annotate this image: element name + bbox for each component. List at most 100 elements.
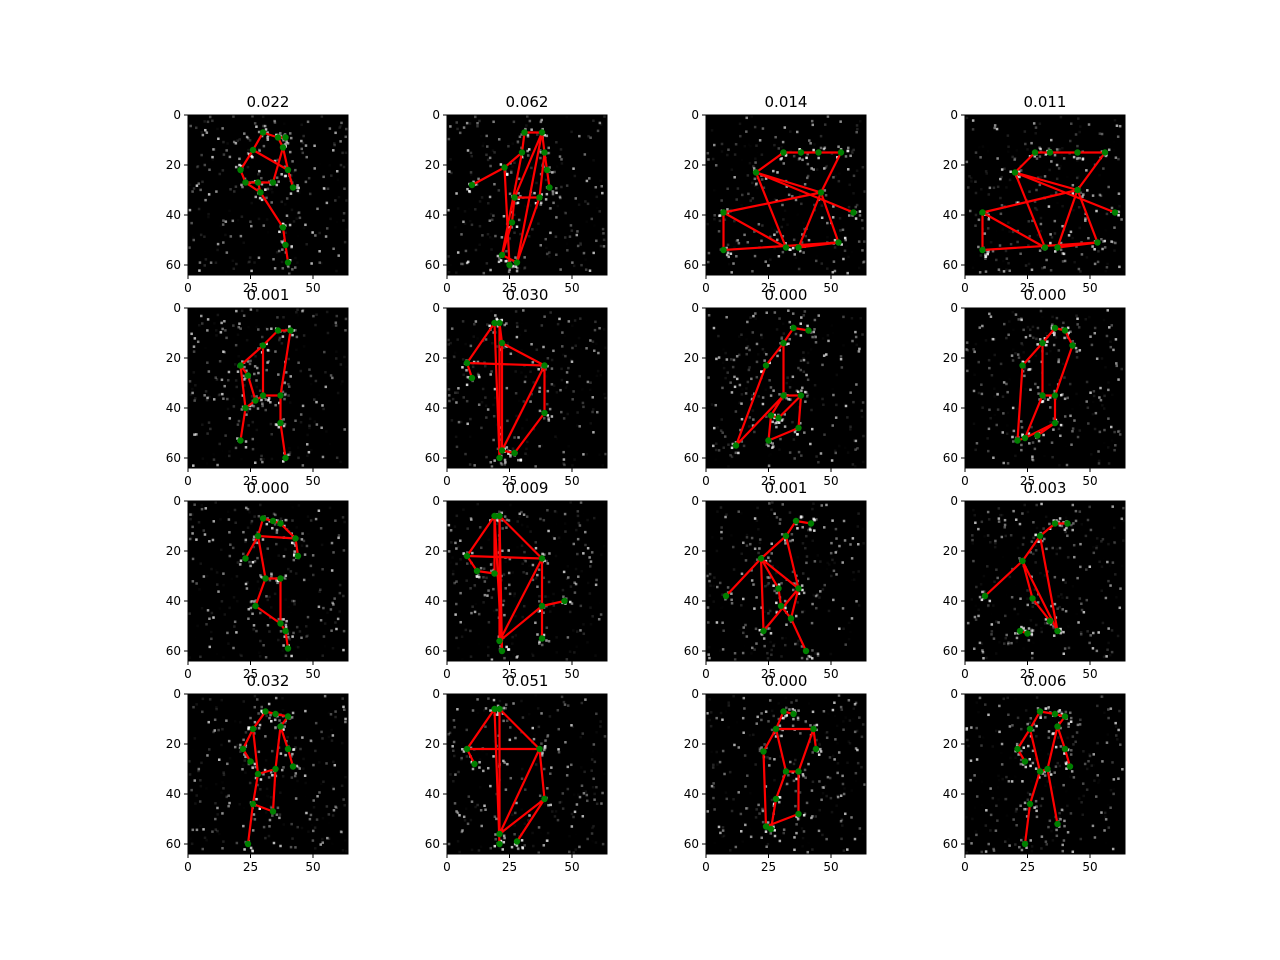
keypoint xyxy=(259,515,267,522)
skeleton-edge xyxy=(470,166,506,187)
y-tick-label: 0 xyxy=(173,108,181,122)
y-tick-label: 60 xyxy=(684,258,699,272)
skeleton-edge xyxy=(1028,727,1042,773)
skeleton-edge xyxy=(241,727,255,751)
x-tick-label: 0 xyxy=(702,667,710,681)
keypoint xyxy=(269,517,277,525)
keypoint xyxy=(1069,342,1076,349)
keypoint xyxy=(1054,627,1061,635)
skeleton-edge xyxy=(1013,171,1079,192)
y-tick-label: 20 xyxy=(684,737,699,751)
keypoint xyxy=(797,149,805,156)
keypoint xyxy=(513,259,521,266)
y-tick-label: 0 xyxy=(432,687,440,701)
keypoint xyxy=(511,194,518,201)
x-tick-label: 25 xyxy=(243,860,258,874)
axes-frame xyxy=(187,114,349,276)
x-tick-label: 50 xyxy=(823,860,838,874)
keypoint xyxy=(282,134,289,141)
keypoint xyxy=(782,244,790,251)
skeleton-edge xyxy=(762,750,768,828)
keypoint xyxy=(496,705,503,713)
x-tick-label: 50 xyxy=(305,281,320,295)
skeleton-edge xyxy=(1031,597,1052,623)
skeleton-edge xyxy=(789,587,800,620)
keypoint xyxy=(541,149,548,156)
skeleton-edge xyxy=(465,554,544,560)
keypoint xyxy=(1026,725,1034,733)
y-tick-label: 0 xyxy=(173,687,181,701)
x-tick-label: 50 xyxy=(823,667,838,681)
keypoint xyxy=(1061,713,1069,720)
keypoint xyxy=(496,512,503,520)
y-tick-label: 0 xyxy=(691,494,699,508)
subplot-1: 0 25 50 0 20 40 60 0.022 xyxy=(166,93,349,295)
y-tick-label: 60 xyxy=(943,451,958,465)
skeleton-edge xyxy=(1056,188,1079,249)
keypoint xyxy=(1054,820,1061,828)
keypoint xyxy=(498,251,506,259)
skeleton-edge xyxy=(251,802,275,813)
skeleton-edge xyxy=(465,361,546,367)
skeleton-edge xyxy=(251,148,290,172)
keypoint xyxy=(284,645,292,652)
skeleton-edge xyxy=(465,321,496,365)
x-tick-label: 50 xyxy=(564,667,579,681)
image-background xyxy=(188,308,348,468)
y-tick-label: 0 xyxy=(691,687,699,701)
subplot-title: 0.009 xyxy=(506,479,549,497)
keypoint xyxy=(1014,745,1021,753)
keypoint xyxy=(279,144,287,151)
keypoint xyxy=(1051,324,1059,332)
skeleton-edge xyxy=(1038,522,1057,538)
keypoint xyxy=(491,319,498,327)
skeleton-edge xyxy=(1038,534,1059,633)
skeleton-edge xyxy=(1046,725,1059,771)
keypoint xyxy=(257,189,264,196)
keypoint xyxy=(1054,244,1061,251)
keypoint xyxy=(543,166,551,174)
keypoint xyxy=(787,615,795,622)
keypoint xyxy=(541,795,548,803)
subplot-title: 0.014 xyxy=(765,93,808,111)
subplot-8: 0 25 50 0 20 40 60 0.000 xyxy=(943,286,1126,488)
keypoint xyxy=(1036,768,1044,775)
keypoint xyxy=(1021,434,1029,442)
keypoint xyxy=(1019,557,1026,565)
keypoint xyxy=(498,447,506,454)
skeleton-edge xyxy=(762,727,778,753)
x-tick-label: 0 xyxy=(443,667,451,681)
skeleton-edge xyxy=(774,770,788,801)
keypoint xyxy=(1061,327,1069,334)
skeleton-edge xyxy=(734,394,785,447)
subplot-title: 0.006 xyxy=(1024,672,1067,690)
subplot-14: 0 25 50 0 20 40 60 0.051 xyxy=(425,672,608,874)
image-background xyxy=(706,501,866,661)
keypoint xyxy=(795,585,802,592)
keypoint xyxy=(254,770,262,778)
x-tick-label: 0 xyxy=(702,281,710,295)
image-noise xyxy=(706,115,866,275)
keypoint xyxy=(772,725,780,733)
x-tick-label: 25 xyxy=(1020,860,1035,874)
subplot-6: 0 25 50 0 20 40 60 0.030 xyxy=(425,286,608,488)
skeleton-edge xyxy=(251,710,267,731)
keypoint xyxy=(807,520,815,527)
keypoint xyxy=(269,179,277,186)
keypoint xyxy=(802,647,810,655)
keypoint xyxy=(1016,627,1024,635)
axes-frame xyxy=(705,307,867,469)
skeleton-edge xyxy=(797,394,803,430)
keypoint xyxy=(1039,339,1046,347)
keypoint xyxy=(242,555,249,562)
keypoint xyxy=(979,246,986,254)
subplot-2: 0 25 50 0 20 40 60 0.062 xyxy=(425,93,608,295)
skeleton-edge xyxy=(515,196,541,264)
skeleton-edge xyxy=(498,514,504,653)
skeleton-edge xyxy=(1041,326,1057,345)
subplot-3: 0 25 50 0 20 40 60 0.014 xyxy=(684,93,867,295)
y-tick-label: 20 xyxy=(684,544,699,558)
keypoint xyxy=(237,362,244,369)
keypoint xyxy=(775,414,782,422)
